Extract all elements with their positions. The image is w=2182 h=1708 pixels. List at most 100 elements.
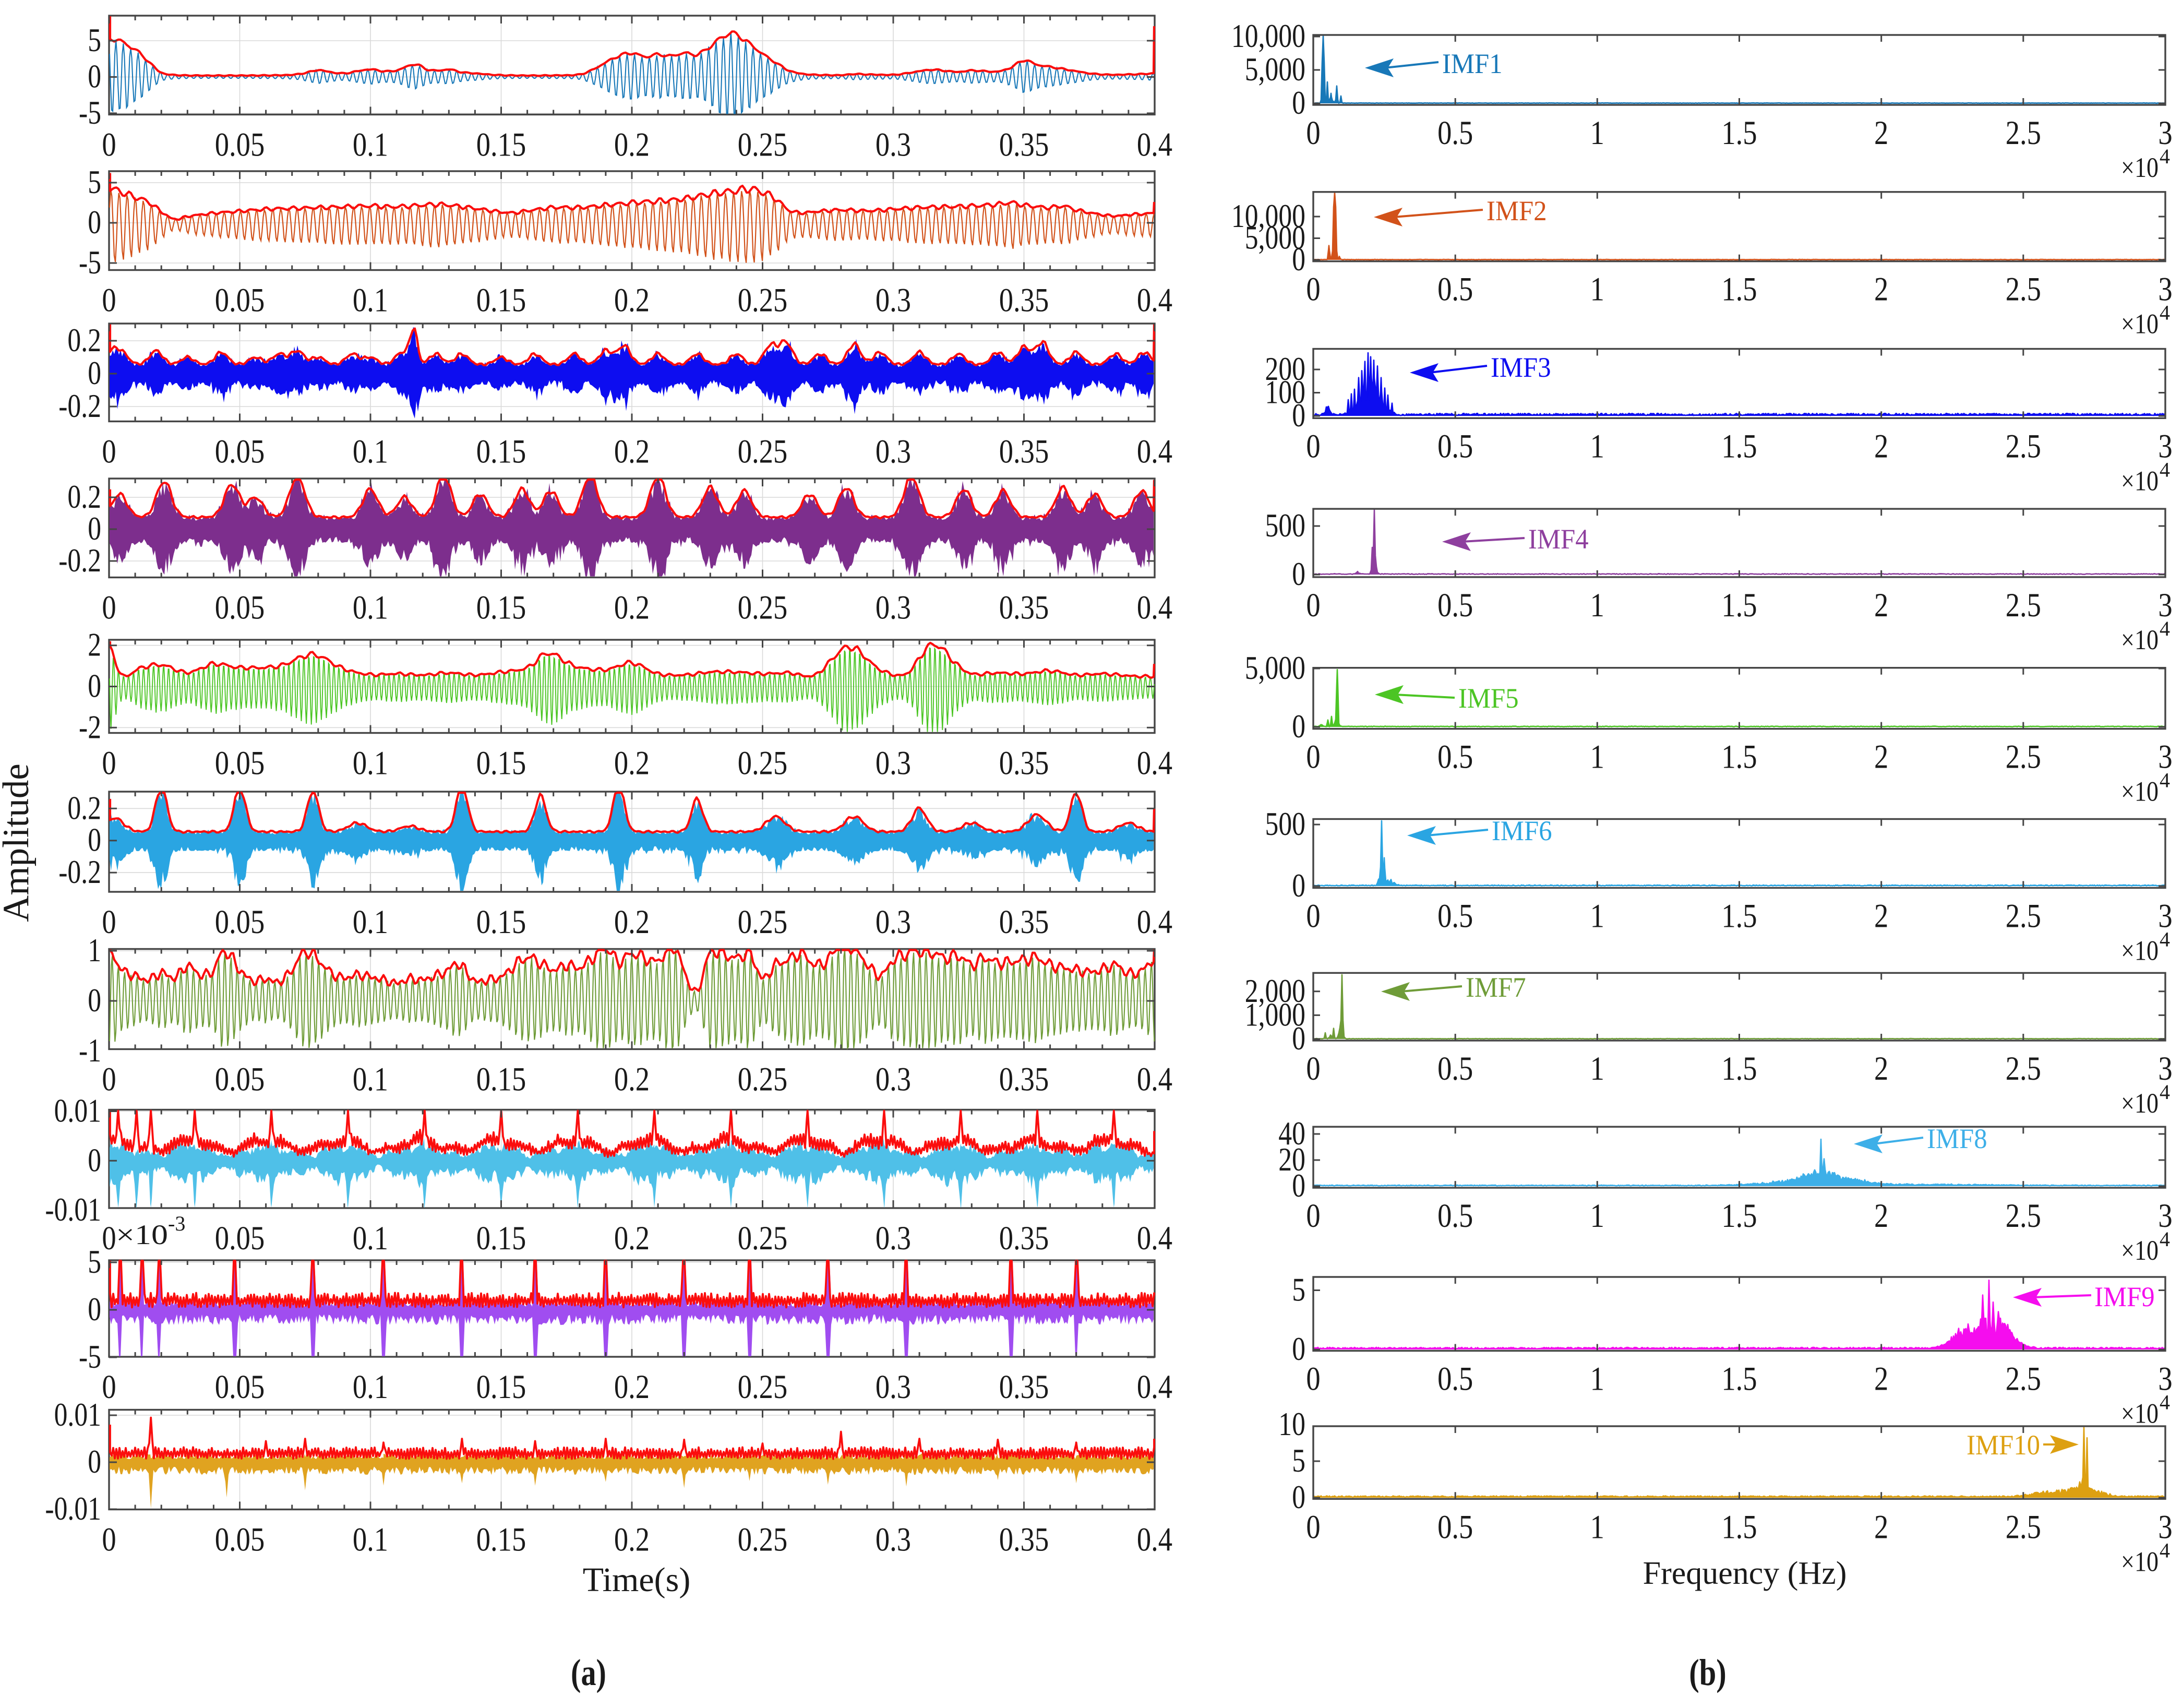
svg-text:4: 4	[2160, 301, 2170, 325]
svg-text:×10: ×10	[2121, 624, 2159, 655]
svg-text:0.1: 0.1	[353, 1368, 388, 1406]
svg-text:2.5: 2.5	[2006, 1360, 2041, 1398]
svg-text:1: 1	[88, 932, 101, 969]
svg-text:0.3: 0.3	[876, 745, 911, 782]
svg-text:0.15: 0.15	[476, 903, 526, 941]
svg-text:×10: ×10	[116, 1219, 168, 1250]
svg-text:0.25: 0.25	[738, 282, 788, 319]
svg-text:0.05: 0.05	[215, 126, 265, 164]
svg-text:4: 4	[2160, 617, 2170, 640]
svg-text:0.2: 0.2	[614, 903, 650, 941]
svg-text:2: 2	[1874, 427, 1888, 465]
svg-text:0.5: 0.5	[1437, 897, 1473, 935]
svg-text:4: 4	[2160, 769, 2170, 792]
svg-text:2: 2	[1874, 1360, 1888, 1398]
svg-text:0.15: 0.15	[476, 1061, 526, 1098]
svg-text:2.5: 2.5	[2006, 897, 2041, 935]
svg-text:10,000: 10,000	[1231, 198, 1305, 234]
svg-text:0: 0	[1292, 85, 1305, 121]
svg-text:0.1: 0.1	[353, 903, 388, 941]
svg-text:5,000: 5,000	[1245, 650, 1305, 686]
svg-text:Time(s): Time(s)	[583, 1561, 691, 1599]
svg-text:0.3: 0.3	[876, 126, 911, 164]
svg-text:0.25: 0.25	[738, 589, 788, 627]
svg-text:0.2: 0.2	[614, 1220, 650, 1257]
svg-text:-0.2: -0.2	[58, 854, 101, 890]
svg-text:2.5: 2.5	[2006, 587, 2041, 624]
svg-text:0.3: 0.3	[876, 1368, 911, 1406]
svg-text:0: 0	[88, 1291, 101, 1328]
svg-text:0: 0	[88, 355, 101, 391]
svg-text:1: 1	[1590, 1050, 1604, 1088]
svg-text:2.5: 2.5	[2006, 738, 2041, 776]
svg-text:2.5: 2.5	[2006, 1197, 2041, 1235]
svg-text:5: 5	[88, 1244, 101, 1280]
svg-text:0.15: 0.15	[476, 745, 526, 782]
svg-text:0.25: 0.25	[738, 745, 788, 782]
svg-text:0.35: 0.35	[999, 745, 1049, 782]
svg-text:-0.01: -0.01	[45, 1490, 101, 1527]
svg-text:0.4: 0.4	[1137, 1368, 1172, 1406]
svg-text:×10: ×10	[2121, 152, 2159, 183]
svg-text:IMF9: IMF9	[2094, 1281, 2155, 1312]
svg-text:0.3: 0.3	[876, 433, 911, 471]
svg-text:0.4: 0.4	[1137, 1220, 1172, 1257]
svg-text:0.05: 0.05	[215, 745, 265, 782]
svg-text:0: 0	[102, 745, 116, 782]
svg-text:0: 0	[88, 668, 101, 704]
svg-text:0.2: 0.2	[67, 322, 101, 359]
svg-text:500: 500	[1265, 507, 1306, 544]
svg-text:4: 4	[2160, 1391, 2170, 1414]
svg-text:3: 3	[2158, 1508, 2172, 1546]
svg-text:0: 0	[1292, 556, 1305, 592]
svg-text:0.2: 0.2	[614, 745, 650, 782]
svg-text:1: 1	[1590, 587, 1604, 624]
svg-text:1.5: 1.5	[1721, 1197, 1757, 1235]
svg-text:×10: ×10	[2121, 1546, 2159, 1577]
svg-text:1: 1	[1590, 427, 1604, 465]
svg-text:0: 0	[1292, 708, 1305, 745]
svg-text:0.1: 0.1	[353, 1061, 388, 1098]
svg-text:5: 5	[1292, 1272, 1305, 1308]
svg-text:0: 0	[1292, 397, 1305, 434]
svg-text:0: 0	[88, 982, 101, 1019]
svg-text:0.5: 0.5	[1437, 1050, 1473, 1088]
svg-text:0: 0	[1306, 427, 1320, 465]
svg-text:0.15: 0.15	[476, 126, 526, 164]
svg-text:0.35: 0.35	[999, 1368, 1049, 1406]
svg-text:0: 0	[1306, 1050, 1320, 1088]
svg-text:0.5: 0.5	[1437, 1360, 1473, 1398]
svg-text:2.5: 2.5	[2006, 114, 2041, 152]
svg-text:Frequency (Hz): Frequency (Hz)	[1643, 1556, 1847, 1591]
svg-text:0: 0	[88, 510, 101, 547]
svg-text:0.25: 0.25	[738, 433, 788, 471]
svg-text:0: 0	[102, 433, 116, 471]
svg-text:IMF1: IMF1	[1442, 48, 1503, 79]
svg-text:IMF6: IMF6	[1492, 815, 1552, 846]
svg-text:-0.2: -0.2	[58, 542, 101, 579]
svg-text:10: 10	[1278, 1406, 1305, 1442]
svg-text:0.35: 0.35	[999, 126, 1049, 164]
svg-text:5: 5	[1292, 1442, 1305, 1479]
svg-text:0.5: 0.5	[1437, 271, 1473, 308]
svg-text:0: 0	[1306, 587, 1320, 624]
svg-text:-1: -1	[79, 1032, 101, 1069]
svg-text:0.1: 0.1	[353, 1521, 388, 1559]
svg-text:0.35: 0.35	[999, 1061, 1049, 1098]
svg-text:0.5: 0.5	[1437, 427, 1473, 465]
svg-text:×10: ×10	[2121, 1088, 2159, 1119]
svg-text:IMF5: IMF5	[1458, 683, 1519, 714]
svg-text:0: 0	[102, 1521, 116, 1559]
svg-text:40: 40	[1278, 1115, 1305, 1152]
svg-text:4: 4	[2160, 458, 2170, 481]
svg-text:0: 0	[1306, 1508, 1320, 1546]
svg-text:-5: -5	[79, 94, 101, 131]
svg-text:0.15: 0.15	[476, 1521, 526, 1559]
svg-text:1.5: 1.5	[1721, 897, 1757, 935]
svg-text:0.4: 0.4	[1137, 433, 1172, 471]
svg-text:0.01: 0.01	[54, 1093, 101, 1129]
svg-text:0.1: 0.1	[353, 589, 388, 627]
svg-text:2,000: 2,000	[1245, 973, 1305, 1009]
svg-text:0: 0	[1306, 271, 1320, 308]
svg-text:0.05: 0.05	[215, 1220, 265, 1257]
